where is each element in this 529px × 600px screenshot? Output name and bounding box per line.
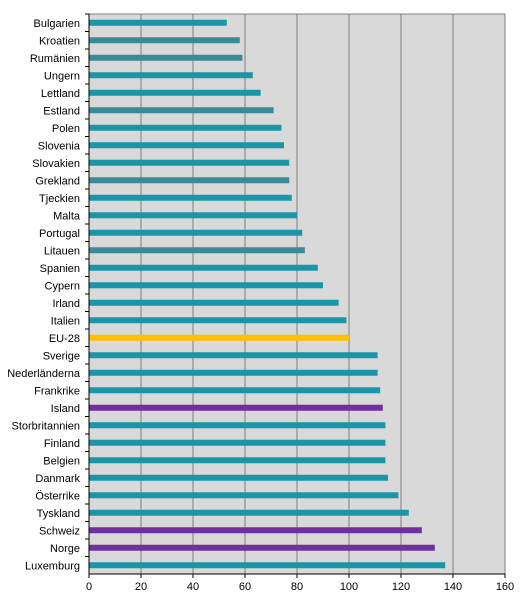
bar-irland — [89, 299, 339, 306]
x-tick-label: 0 — [86, 581, 92, 593]
bars — [89, 19, 446, 569]
category-label: Malta — [53, 210, 81, 222]
bar-slovenia — [89, 142, 284, 149]
category-label: Norge — [50, 543, 80, 555]
category-label: Portugal — [39, 228, 80, 240]
bar-danmark — [89, 474, 388, 481]
category-label: Slovakien — [32, 158, 80, 170]
bar-estland — [89, 107, 274, 114]
bar-italien — [89, 317, 347, 324]
category-label: Polen — [52, 123, 80, 135]
bar-portugal — [89, 229, 303, 236]
category-labels: Bulgarien Kroatien Rumänien Ungern Lettland E… — [7, 13, 89, 572]
bar-storbritannien — [89, 422, 386, 429]
category-label: EU-28 — [49, 333, 80, 345]
category-label: Kroatien — [39, 35, 80, 47]
category-label: Schweiz — [39, 525, 80, 537]
category-label: Litauen — [44, 245, 80, 257]
category-label: Ungern — [44, 70, 80, 82]
category-label: Storbritannien — [12, 420, 81, 432]
x-tick-label: 120 — [392, 581, 410, 593]
category-label: Rumänien — [30, 53, 80, 65]
category-label: Lettland — [41, 88, 80, 100]
bar-slovakien — [89, 159, 290, 166]
category-label: Nederländerna — [7, 368, 81, 380]
x-tick-label: 60 — [239, 581, 251, 593]
x-tick-label: 160 — [496, 581, 514, 593]
bar-kroatien — [89, 37, 240, 44]
bar-bulgarien — [89, 19, 227, 26]
bar-grekland — [89, 177, 290, 184]
bar-luxemburg — [89, 562, 446, 569]
bar-tyskland — [89, 509, 409, 516]
category-label: Bulgarien — [34, 18, 80, 30]
x-tick-label: 80 — [291, 581, 303, 593]
category-label: Frankrike — [34, 385, 80, 397]
category-label: Cypern — [45, 280, 80, 292]
bar-schweiz — [89, 527, 422, 534]
bar-eu-28 — [89, 334, 349, 341]
category-label: Slovenia — [38, 140, 81, 152]
bar-litauen — [89, 247, 305, 254]
category-label: Luxemburg — [25, 560, 80, 572]
bar-island — [89, 404, 383, 411]
bar-cypern — [89, 282, 323, 289]
category-label: Spanien — [40, 263, 80, 275]
x-axis-ticks: 0 20 40 60 80 100 120 140 160 — [86, 574, 514, 593]
bar-tjeckien — [89, 194, 292, 201]
category-label: Estland — [43, 105, 80, 117]
bar-österrike — [89, 492, 399, 499]
x-tick-label: 40 — [187, 581, 199, 593]
bar-rumänien — [89, 54, 243, 61]
bar-sverige — [89, 352, 378, 359]
category-label: Finland — [44, 438, 80, 450]
bar-lettland — [89, 89, 261, 96]
category-label: Tyskland — [37, 508, 80, 520]
bar-spanien — [89, 264, 318, 271]
category-label: Danmark — [35, 473, 80, 485]
bar-norge — [89, 544, 435, 551]
bar-ungern — [89, 72, 253, 79]
category-label: Belgien — [43, 455, 80, 467]
category-label: Österrike — [35, 490, 80, 502]
category-label: Italien — [51, 315, 80, 327]
category-label: Grekland — [35, 175, 80, 187]
bar-polen — [89, 124, 282, 131]
x-tick-label: 100 — [340, 581, 358, 593]
bar-nederländerna — [89, 369, 378, 376]
category-label: Island — [51, 403, 80, 415]
bar-malta — [89, 212, 297, 219]
category-label: Irland — [52, 298, 80, 310]
x-tick-label: 20 — [135, 581, 147, 593]
bar-belgien — [89, 457, 386, 464]
bar-finland — [89, 439, 386, 446]
category-label: Tjeckien — [39, 193, 80, 205]
category-label: Sverige — [43, 350, 80, 362]
x-tick-label: 140 — [444, 581, 462, 593]
bar-frankrike — [89, 387, 381, 394]
